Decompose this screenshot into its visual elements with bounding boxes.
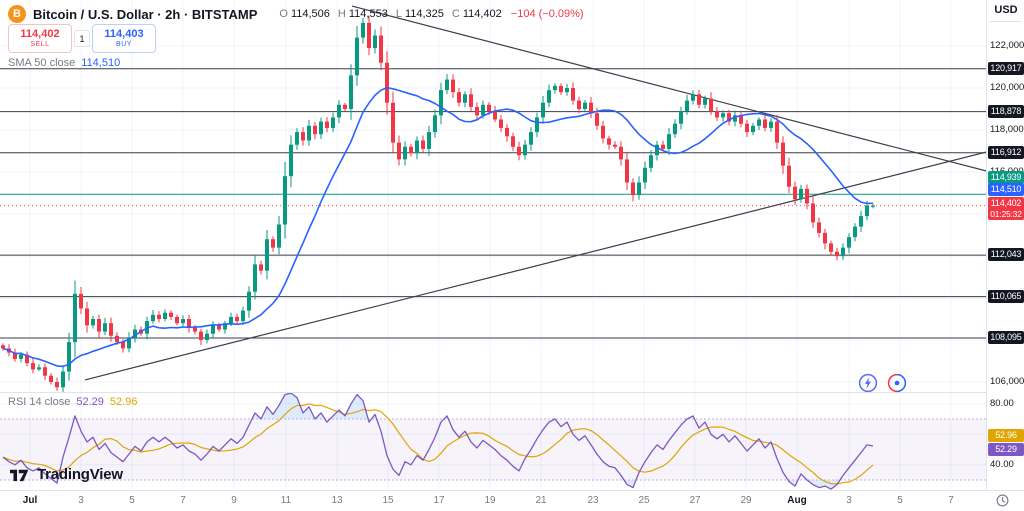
tradingview-logo-mark	[10, 469, 29, 482]
price-badge-114,939: 114,939	[988, 171, 1024, 185]
price-badge-118,878: 118,878	[988, 104, 1024, 118]
change-value: −104 (−0.09%)	[510, 8, 584, 20]
time-label-3: 3	[846, 495, 852, 506]
rsi-tick-40.00: 40.00	[990, 458, 1014, 470]
time-label-7: 7	[948, 495, 954, 506]
rsi-indicator-row[interactable]: RSI 14 close 52.29 52.96	[8, 396, 137, 408]
rsi-ma-value: 52.96	[109, 396, 138, 408]
open-label: O	[279, 8, 288, 20]
rsi-badge-52.29: 52.29	[988, 443, 1024, 456]
symbol-header: B Bitcoin / U.S. Dollar · 2h · BITSTAMP …	[8, 5, 584, 23]
time-label-11: 11	[280, 495, 292, 506]
sell-label: SELL	[30, 41, 50, 48]
time-label-25: 25	[638, 495, 650, 506]
time-label-aug: Aug	[787, 495, 807, 506]
price-badge-114,402: 114,402	[988, 196, 1024, 210]
time-label-21: 21	[535, 495, 547, 506]
price-badge-108,095: 108,095	[988, 331, 1024, 344]
price-badge-116,912: 116,912	[988, 145, 1024, 159]
time-label-9: 9	[231, 495, 237, 506]
ads-icon[interactable]	[887, 373, 907, 393]
pane-separator[interactable]	[0, 392, 1024, 393]
time-label-17: 17	[433, 495, 445, 506]
tradingview-logo[interactable]: TradingView	[10, 466, 123, 483]
price-tick-106,000: 106,000	[990, 376, 1024, 387]
price-badge-114,510: 114,510	[988, 183, 1024, 197]
buy-button[interactable]: 114,403 BUY	[92, 24, 156, 53]
time-label-27: 27	[689, 495, 701, 506]
price-badge-112,043: 112,043	[988, 248, 1024, 262]
time-label-jul: Jul	[22, 495, 38, 506]
time-label-13: 13	[331, 495, 343, 506]
rsi-badge-52.96: 52.96	[988, 429, 1024, 442]
sma-indicator-row[interactable]: SMA 50 close 114,510	[8, 57, 120, 69]
sma-label: SMA 50 close	[8, 57, 76, 69]
price-tick-118,000: 118,000	[990, 124, 1024, 135]
currency-label[interactable]: USD	[994, 4, 1018, 16]
time-axis[interactable]: Jul 3 5 7 9 11 13 15 17 19 21 23 25 27 29 Aug 3 5 7	[0, 490, 1024, 511]
close-label: C	[451, 8, 460, 20]
high-label: H	[337, 8, 346, 20]
sma-value: 114,510	[81, 57, 121, 69]
tradingview-logo-text: TradingView	[37, 466, 123, 483]
price-axis[interactable]: USD 122,000120,000118,000116,000106,0001…	[986, 0, 1024, 511]
lightning-icon[interactable]	[858, 373, 878, 393]
bitcoin-icon: B	[8, 5, 26, 23]
time-label-29: 29	[740, 495, 752, 506]
candlestick-chart[interactable]	[0, 0, 986, 490]
spread-value: 1	[74, 30, 90, 47]
open-value: 114,506	[290, 8, 330, 20]
buy-price: 114,403	[104, 28, 144, 40]
countdown-badge: 01:25:32	[988, 207, 1024, 220]
time-label-5: 5	[129, 495, 135, 506]
time-label-7: 7	[180, 495, 186, 506]
clock-icon[interactable]	[996, 494, 1009, 507]
high-value: 114,553	[348, 8, 388, 20]
price-badge-120,917: 120,917	[988, 61, 1024, 75]
rsi-label: RSI 14 close	[8, 396, 71, 408]
price-tick-120,000: 120,000	[990, 82, 1024, 93]
price-tick-122,000: 122,000	[990, 40, 1024, 51]
time-label-5: 5	[897, 495, 903, 506]
sell-price: 114,402	[20, 28, 60, 40]
low-value: 114,325	[404, 8, 444, 20]
axis-separator	[990, 21, 1021, 22]
time-label-3: 3	[78, 495, 84, 506]
buy-label: BUY	[116, 41, 132, 48]
time-label-23: 23	[587, 495, 599, 506]
low-label: L	[395, 8, 402, 20]
time-label-15: 15	[382, 495, 394, 506]
price-badge-110,065: 110,065	[988, 289, 1024, 303]
rsi-value: 52.29	[76, 396, 104, 408]
sell-button[interactable]: 114,402 SELL	[8, 24, 72, 53]
chart-quick-icons	[858, 373, 907, 393]
trade-panel: 114,402 SELL 1 114,403 BUY	[8, 24, 156, 53]
ohlc-values: O 114,506 H 114,553 L 114,325 C 114,402 …	[274, 8, 583, 20]
close-value: 114,402	[462, 8, 502, 20]
rsi-tick-80.00: 80.00	[990, 397, 1014, 409]
time-label-19: 19	[484, 495, 496, 506]
symbol-title[interactable]: Bitcoin / U.S. Dollar · 2h · BITSTAMP	[33, 6, 258, 22]
